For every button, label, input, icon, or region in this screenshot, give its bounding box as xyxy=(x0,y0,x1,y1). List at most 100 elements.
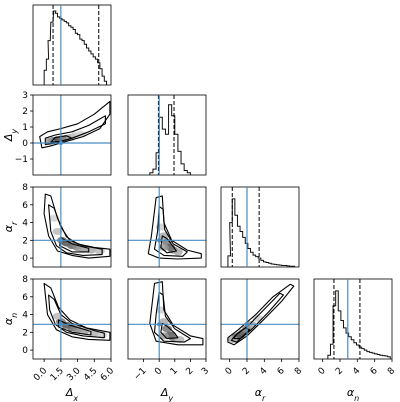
x-tick-label-dy: 1 xyxy=(169,366,180,377)
contour-line xyxy=(153,291,191,343)
density-cell xyxy=(52,227,63,235)
y-tick-label-dy: −1 xyxy=(15,155,28,165)
x-tick-label-ar: 0 xyxy=(224,366,235,377)
panel-content xyxy=(33,279,111,359)
axis-label-symbol: α xyxy=(2,224,15,232)
panel-content xyxy=(33,187,111,267)
hist-panel-dx xyxy=(32,4,112,86)
contour-line xyxy=(50,135,73,143)
y-tick-label-dy: 1 xyxy=(22,123,28,133)
contour-line xyxy=(48,294,105,339)
x-tick-label-ar: 2 xyxy=(241,366,252,377)
x-tick-label-dx: 6.0 xyxy=(99,366,116,383)
contour-line xyxy=(160,235,177,254)
x-axis-label-an: αn xyxy=(347,386,359,402)
y-tick-label-ar: 8 xyxy=(22,183,28,193)
panel-frame xyxy=(127,94,207,176)
truth-point xyxy=(58,140,64,146)
contour-line xyxy=(43,282,111,341)
y-tick-label-an: 0 xyxy=(22,346,28,356)
truth-point xyxy=(244,322,250,327)
x-tick-label-ar: 4 xyxy=(258,366,269,377)
panel-frame xyxy=(32,278,112,360)
axis-label-subscript: x xyxy=(72,394,78,402)
x-axis-label-ar: αr xyxy=(255,386,266,402)
y-tick-label-an: 8 xyxy=(22,275,28,285)
panel-frame xyxy=(127,278,207,360)
x-tick-label-ar: 6 xyxy=(276,366,287,377)
hist-panel-ar xyxy=(220,186,300,268)
axis-label-symbol: Δ xyxy=(2,134,15,143)
hist-bars xyxy=(327,290,391,359)
axis-label-subscript: r xyxy=(262,394,266,402)
axis-label-subscript: n xyxy=(10,313,19,318)
panel-content xyxy=(33,95,111,175)
x-tick-label-dy: −1 xyxy=(132,366,148,382)
y-tick-label-ar: 4 xyxy=(22,219,28,229)
x-tick-label-an: 6 xyxy=(369,366,380,377)
panel-frame xyxy=(32,94,112,176)
x-axis-label-dx: Δx xyxy=(65,386,79,402)
y-tick-label-ar: 6 xyxy=(22,201,28,211)
panel-frame xyxy=(32,4,112,86)
contour-line xyxy=(59,237,90,253)
hist-bars xyxy=(227,198,296,267)
x-tick-label-an: 4 xyxy=(351,366,362,377)
truth-point xyxy=(157,322,162,327)
x-tick-label-an: 0 xyxy=(317,366,328,377)
contour-line xyxy=(48,204,103,256)
y-axis-label-an: αn xyxy=(2,313,19,325)
hist-panel-an xyxy=(313,278,393,360)
truth-point xyxy=(157,238,162,243)
density-cell xyxy=(158,318,169,326)
x-tick-label-an: 2 xyxy=(334,366,345,377)
y-tick-label-dy: 2 xyxy=(22,107,28,117)
x-tick-label-dy: 2 xyxy=(184,366,195,377)
y-tick-label-an: 4 xyxy=(22,311,28,321)
panel-frame xyxy=(220,186,300,268)
density-cell xyxy=(252,314,263,322)
panel-content xyxy=(128,279,206,359)
panel-frame xyxy=(32,186,112,268)
contour-line xyxy=(58,319,92,336)
axis-label-symbol: α xyxy=(347,386,355,399)
hist-panel-dy xyxy=(127,94,207,176)
pair-panel-dx-ar xyxy=(32,186,112,268)
density-cell xyxy=(162,325,172,333)
axis-label-symbol: Δ xyxy=(65,386,74,399)
y-tick-label-dy: 0 xyxy=(22,139,28,149)
axis-label-symbol: α xyxy=(2,317,15,325)
x-tick-label-dx: 3.0 xyxy=(65,366,82,383)
pair-panel-dx-dy xyxy=(32,94,112,176)
panel-frame xyxy=(127,186,207,268)
corner-panels xyxy=(32,4,393,360)
y-tick-label-ar: 2 xyxy=(22,236,28,246)
pair-panel-ar-an xyxy=(220,278,300,360)
axis-label-subscript: n xyxy=(354,394,359,402)
y-axis-label-ar: αr xyxy=(2,221,19,232)
axis-label-subscript: r xyxy=(10,221,19,225)
y-tick-label-dy: 3 xyxy=(22,91,28,101)
x-tick-label-dx: 0.0 xyxy=(32,366,49,383)
pair-panel-dy-an xyxy=(127,278,207,360)
pair-panel-dx-an xyxy=(32,278,112,360)
x-tick-label-dx: 4.5 xyxy=(82,366,99,383)
contour-line xyxy=(39,100,111,149)
x-tick-label-dx: 1.5 xyxy=(49,366,66,383)
y-tick-label-ar: 0 xyxy=(22,254,28,264)
panel-content xyxy=(128,187,206,267)
x-tick-label-dy: 3 xyxy=(200,366,211,377)
y-tick-label-an: 6 xyxy=(22,293,28,303)
x-tick-label-ar: 8 xyxy=(293,366,304,377)
hist-bars xyxy=(149,104,191,175)
axis-label-symbol: α xyxy=(255,386,263,399)
y-axis-label-dy: Δy xyxy=(2,129,19,143)
hist-bars xyxy=(43,10,108,85)
truth-point xyxy=(58,238,64,243)
panel-content xyxy=(221,279,299,359)
axis-label-symbol: Δ xyxy=(160,386,169,399)
y-tick-label-an: 2 xyxy=(22,328,28,338)
x-tick-label-dy: 0 xyxy=(153,366,164,377)
contour-line xyxy=(160,322,179,340)
